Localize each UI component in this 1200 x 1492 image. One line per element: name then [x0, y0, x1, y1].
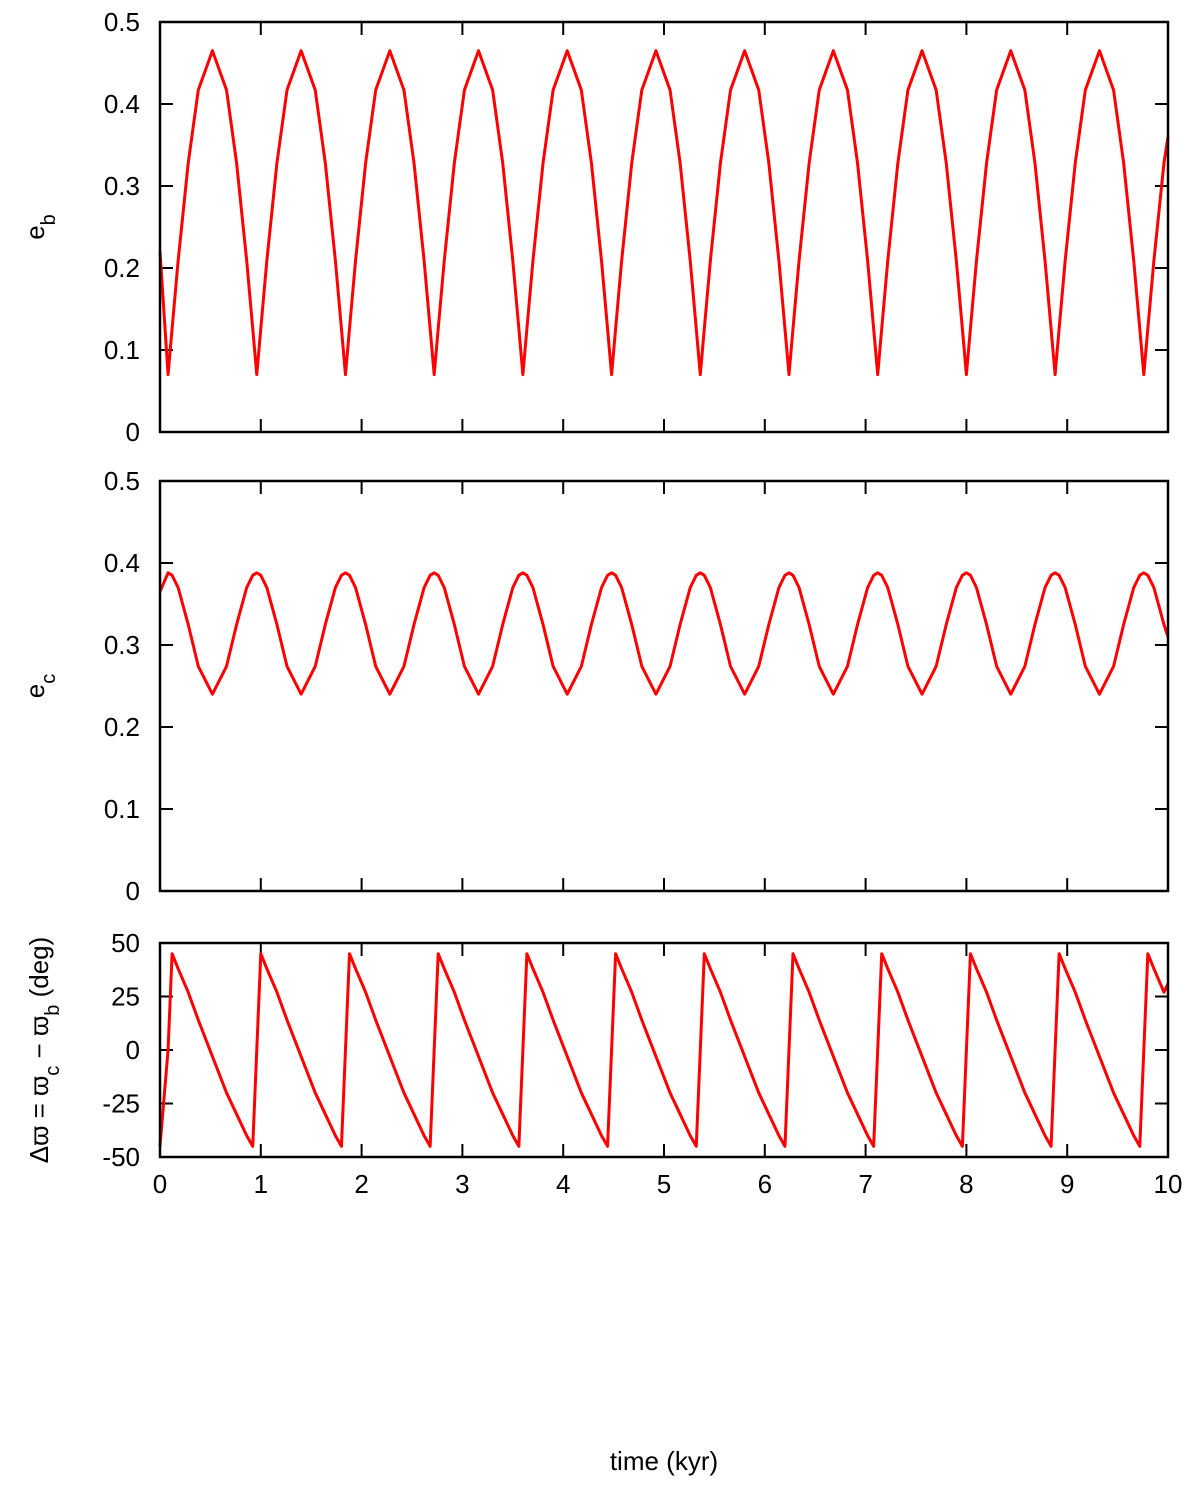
x-tick-label: 7	[858, 1169, 872, 1199]
y-tick-label: 50	[111, 928, 140, 958]
y-tick-label: 0.5	[104, 466, 140, 496]
y-tick-label: 0	[126, 417, 140, 447]
y-axis-label-part: Δϖ = ϖ	[24, 1076, 54, 1164]
y-axis-label-part: c	[38, 674, 60, 684]
y-tick-label: 0.1	[104, 335, 140, 365]
x-tick-label: 2	[354, 1169, 368, 1199]
x-tick-label: 5	[657, 1169, 671, 1199]
y-tick-label: 0.1	[104, 794, 140, 824]
y-tick-label: -50	[102, 1142, 140, 1172]
y-axis-label-part: b	[42, 1005, 64, 1016]
y-tick-label: 0.3	[104, 171, 140, 201]
y-axis-label-part: − ϖ	[24, 1016, 54, 1066]
y-axis-label-part: (deg)	[24, 937, 54, 1005]
x-tick-label: 0	[153, 1169, 167, 1199]
x-tick-label: 10	[1154, 1169, 1183, 1199]
y-tick-label: 25	[111, 982, 140, 1012]
y-axis-label-part: c	[42, 1066, 64, 1076]
x-tick-label: 8	[959, 1169, 973, 1199]
data-line	[158, 952, 1170, 1148]
x-axis-label: time (kyr)	[610, 1446, 718, 1476]
y-axis-label: eb	[20, 214, 60, 240]
x-tick-label: 9	[1060, 1169, 1074, 1199]
y-axis-label: Δϖ = ϖc − ϖb (deg)	[24, 937, 64, 1164]
y-tick-label: 0.2	[104, 712, 140, 742]
y-tick-label: 0	[126, 1035, 140, 1065]
x-tick-label: 3	[455, 1169, 469, 1199]
y-tick-label: 0.3	[104, 630, 140, 660]
data-line	[158, 571, 1170, 696]
data-line	[158, 49, 1170, 377]
y-tick-label: 0	[126, 876, 140, 906]
x-tick-label: 4	[556, 1169, 570, 1199]
y-tick-label: -25	[102, 1089, 140, 1119]
y-tick-label: 0.2	[104, 253, 140, 283]
y-axis-label: ec	[20, 674, 60, 698]
y-tick-label: 0.4	[104, 548, 140, 578]
y-axis-label-part: e	[20, 225, 50, 239]
y-tick-label: 0.5	[104, 7, 140, 37]
x-tick-label: 6	[758, 1169, 772, 1199]
plot-frame	[158, 20, 1170, 434]
x-tick-label: 1	[254, 1169, 268, 1199]
y-axis-label-part: b	[38, 214, 60, 225]
y-axis-label-part: e	[20, 684, 50, 698]
plot-frame	[158, 941, 1170, 1159]
y-tick-label: 0.4	[104, 89, 140, 119]
plot-frame	[158, 479, 1170, 893]
